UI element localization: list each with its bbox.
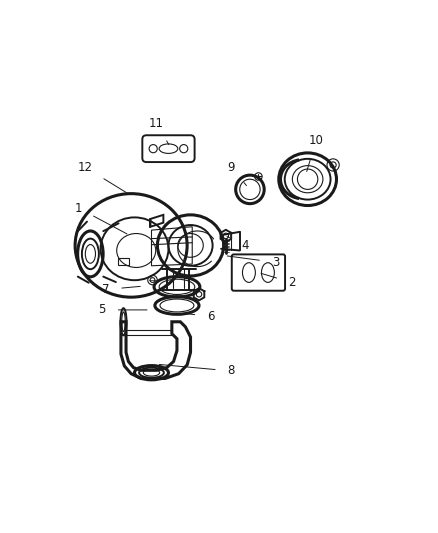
- Text: 7: 7: [102, 283, 140, 296]
- Text: 10: 10: [307, 134, 324, 172]
- Text: 9: 9: [227, 161, 247, 185]
- Text: 3: 3: [227, 256, 279, 269]
- Text: 6: 6: [187, 310, 215, 323]
- Text: 1: 1: [75, 201, 127, 234]
- Text: 4: 4: [227, 237, 249, 252]
- Text: 8: 8: [159, 365, 235, 377]
- Text: 5: 5: [99, 303, 147, 317]
- Text: 12: 12: [78, 161, 127, 193]
- Text: 2: 2: [261, 273, 296, 289]
- Text: 11: 11: [149, 117, 169, 144]
